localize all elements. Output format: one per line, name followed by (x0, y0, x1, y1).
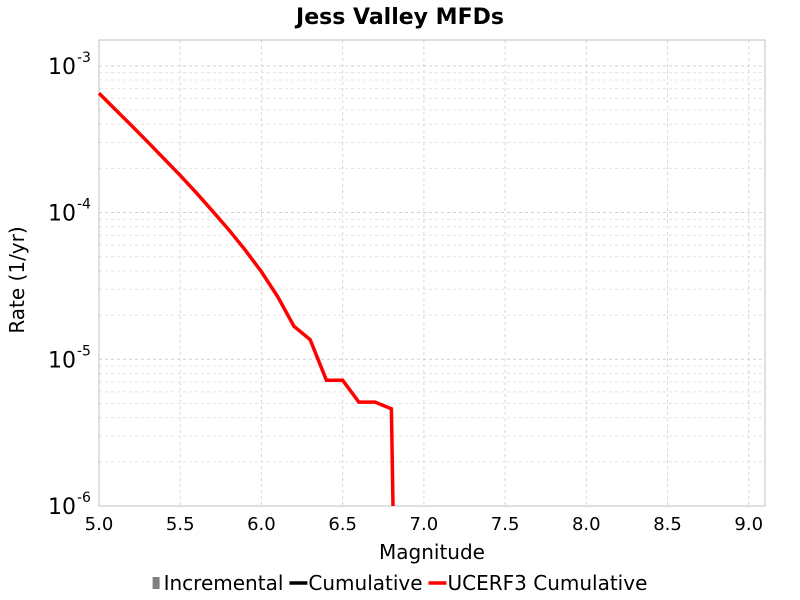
legend-item: UCERF3 Cumulative (428, 571, 648, 595)
x-tick-label: 5.0 (85, 514, 114, 535)
series-group (97, 92, 395, 507)
legend-item: Cumulative (289, 571, 423, 595)
plot-border (98, 39, 766, 507)
chart-title: Jess Valley MFDs (294, 5, 504, 30)
series-line (97, 92, 395, 507)
x-axis-label: Magnitude (379, 540, 485, 564)
x-tick-labels: 5.0 5.5 6.0 6.5 7.0 7.5 8.0 8.5 9.0 (85, 514, 763, 535)
y-tick-base: 10 (48, 55, 76, 80)
legend-label: Incremental (164, 571, 284, 595)
x-tick-label: 6.5 (328, 514, 357, 535)
y-tick-label: 10 -5 (48, 343, 91, 373)
x-tick-label: 7.0 (410, 514, 439, 535)
legend-item: Incremental (152, 571, 284, 595)
y-tick-base: 10 (48, 495, 76, 520)
y-tick-exponent: -4 (77, 197, 91, 213)
y-tick-exponent: -5 (77, 343, 91, 359)
y-tick-label: 10 -3 (48, 50, 91, 80)
legend-swatch (152, 577, 160, 589)
legend: Incremental Cumulative UCERF3 Cumulative (152, 571, 648, 595)
y-tick-labels: 10-310-410-510-6 (48, 50, 91, 520)
x-tick-label: 7.5 (491, 514, 520, 535)
y-tick-base: 10 (48, 348, 76, 373)
y-tick-label: 10 -4 (48, 197, 91, 227)
x-tick-label: 5.5 (166, 514, 195, 535)
grid (98, 40, 765, 507)
x-tick-label: 6.0 (247, 514, 276, 535)
x-tick-label: 8.5 (653, 514, 682, 535)
x-tick-label: 9.0 (734, 514, 763, 535)
y-tick-base: 10 (48, 202, 76, 227)
y-tick-exponent: -3 (77, 50, 91, 66)
x-tick-label: 8.0 (572, 514, 601, 535)
legend-label: UCERF3 Cumulative (448, 571, 648, 595)
y-tick-exponent: -6 (77, 490, 91, 506)
legend-label: Cumulative (308, 571, 422, 595)
y-axis-label: Rate (1/yr) (5, 226, 29, 333)
y-tick-label: 10 -6 (48, 490, 91, 520)
